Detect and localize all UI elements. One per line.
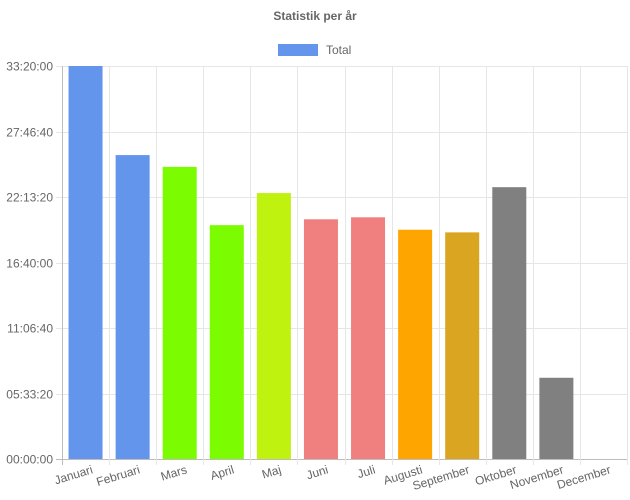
legend[interactable]: Total bbox=[0, 42, 630, 58]
x-tick-label: Januari bbox=[53, 462, 95, 487]
bar-mars: Mars: 24:46:40 bbox=[162, 166, 197, 459]
bar-november: November: 06:53:20 bbox=[539, 377, 574, 459]
bar-maj: Maj: 22:33:20 bbox=[256, 193, 291, 459]
y-tick-label: 22:13:20 bbox=[6, 191, 53, 205]
bar-april: April: 19:50:00 bbox=[209, 225, 244, 459]
legend-swatch bbox=[278, 44, 318, 56]
y-tick-label: 33:20:00 bbox=[6, 60, 53, 74]
y-tick-label: 16:40:00 bbox=[6, 257, 53, 271]
x-tick-label: Juni bbox=[305, 462, 330, 482]
bar-januari: Januari: 33:20:00 bbox=[68, 66, 103, 459]
y-tick-label: 27:46:40 bbox=[6, 126, 53, 140]
x-tick-label: Mars bbox=[159, 462, 189, 483]
x-tick-label: April bbox=[209, 462, 236, 482]
bar-juni: Juni: 20:20:00 bbox=[303, 219, 338, 459]
legend-label: Total bbox=[326, 43, 352, 57]
y-tick-label: 11:06:40 bbox=[7, 322, 53, 336]
y-tick-label: 05:33:20 bbox=[6, 388, 53, 402]
y-tick-label: 00:00:00 bbox=[6, 453, 53, 467]
x-tick-label: December bbox=[555, 462, 612, 492]
chart-title: Statistik per år bbox=[273, 9, 357, 23]
bar-oktober: Oktober: 23:03:20 bbox=[492, 187, 527, 460]
x-tick-label: Februari bbox=[95, 462, 142, 488]
x-tick-label: Juli bbox=[356, 462, 377, 481]
bar-augusti: Augusti: 19:26:40 bbox=[398, 229, 433, 459]
x-tick-label: Maj bbox=[260, 462, 283, 481]
bar-februari: Februari: 25:46:40 bbox=[115, 155, 150, 459]
bar-september: September: 19:13:20 bbox=[445, 232, 480, 459]
bar-juli: Juli: 20:30:00 bbox=[351, 217, 386, 459]
